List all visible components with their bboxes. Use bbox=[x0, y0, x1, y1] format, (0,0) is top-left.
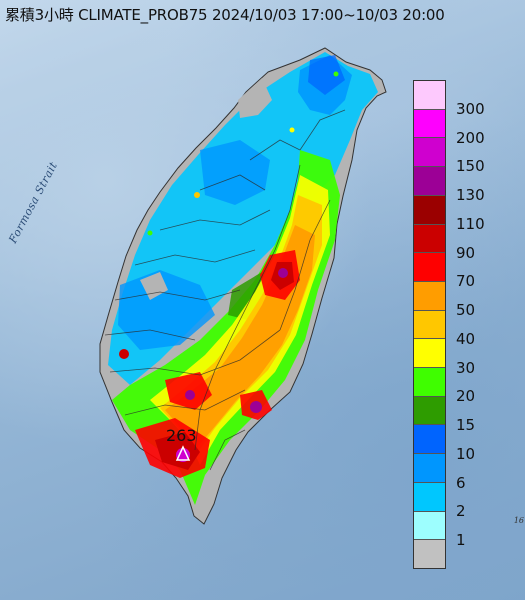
legend-swatch bbox=[414, 454, 445, 483]
legend-label: 130 bbox=[456, 186, 485, 205]
legend-swatch bbox=[414, 195, 445, 225]
legend-label: 6 bbox=[456, 473, 466, 492]
rain-max-central bbox=[278, 268, 288, 278]
legend-label: 40 bbox=[456, 329, 476, 348]
legend-swatch bbox=[414, 482, 445, 512]
station-marker-north bbox=[333, 71, 339, 77]
legend-swatch bbox=[414, 425, 445, 455]
legend-label: 30 bbox=[456, 358, 476, 377]
county-boundaries bbox=[104, 109, 346, 471]
legend-label: 70 bbox=[456, 272, 476, 291]
legend-label: 50 bbox=[456, 301, 476, 320]
legend-label: 150 bbox=[456, 157, 485, 176]
station-marker-taoyuan bbox=[289, 127, 295, 133]
legend-label: 200 bbox=[456, 128, 485, 147]
legend-color-bar bbox=[413, 80, 446, 569]
legend-swatch bbox=[414, 540, 445, 568]
rain-zone-10mm bbox=[308, 55, 345, 95]
station-marker-miaoli bbox=[147, 230, 153, 236]
legend-swatch bbox=[414, 138, 445, 168]
station-marker-hsinchu bbox=[194, 192, 200, 198]
legend-swatch bbox=[414, 281, 445, 311]
legend-swatch bbox=[414, 310, 445, 340]
legend-swatch bbox=[414, 368, 445, 397]
rain-max-south bbox=[176, 448, 190, 462]
legend-swatch bbox=[414, 511, 445, 541]
rain-max-west bbox=[185, 390, 195, 400]
legend-label: 2 bbox=[456, 502, 466, 521]
legend-swatch bbox=[414, 167, 445, 196]
edge-fragment-text: 16 bbox=[513, 516, 524, 525]
legend-swatch bbox=[414, 396, 445, 426]
legend-swatch bbox=[414, 253, 445, 282]
rain-max-east bbox=[250, 401, 262, 413]
legend-swatch bbox=[414, 81, 445, 110]
legend-label: 1 bbox=[456, 531, 466, 550]
max-rainfall-value: 263 bbox=[166, 426, 197, 445]
legend-label: 10 bbox=[456, 444, 476, 463]
rain-max-coast bbox=[119, 349, 129, 359]
rain-zone-none-north bbox=[238, 78, 272, 118]
legend-swatch bbox=[414, 339, 445, 369]
rain-zone-6mm-c bbox=[118, 270, 215, 350]
legend-label: 20 bbox=[456, 387, 476, 406]
legend-label: 90 bbox=[456, 243, 476, 262]
rain-zone-6mm-b bbox=[200, 140, 270, 205]
max-rain-marker bbox=[175, 445, 191, 461]
rain-zone-none-west bbox=[140, 272, 168, 300]
legend-swatch bbox=[414, 109, 445, 139]
legend-label: 300 bbox=[456, 99, 485, 118]
legend-label: 15 bbox=[456, 416, 476, 435]
map-title: 累積3小時 CLIMATE_PROB75 2024/10/03 17:00~10… bbox=[5, 6, 445, 24]
legend-swatch bbox=[414, 224, 445, 254]
legend-label: 110 bbox=[456, 214, 485, 233]
